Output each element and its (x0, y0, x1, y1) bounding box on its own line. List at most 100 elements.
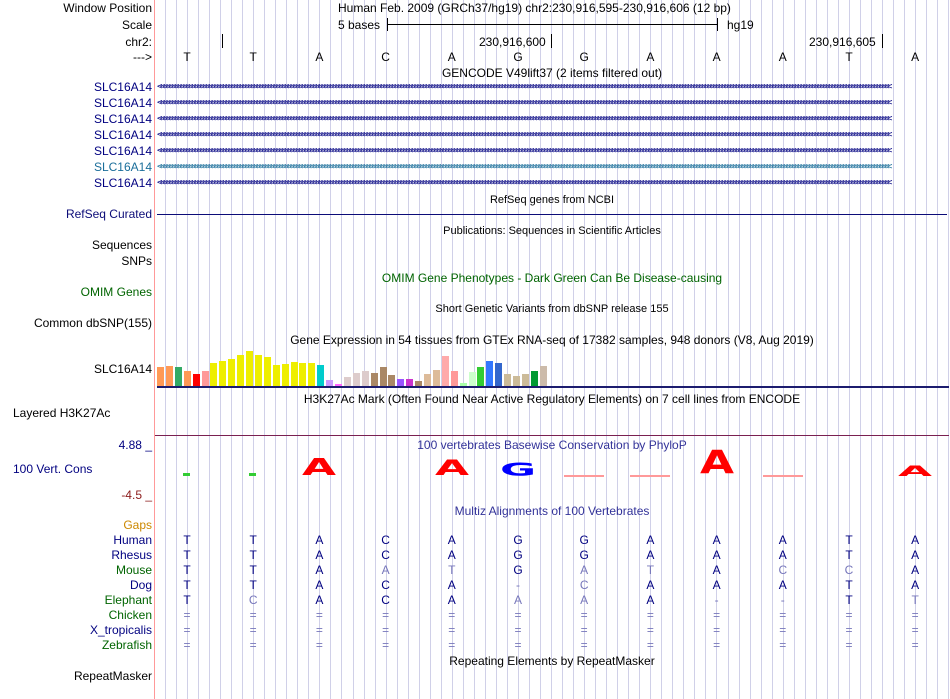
refseq-track-label[interactable]: RefSeq Curated (65, 207, 152, 221)
gtex-tissue-bar[interactable] (335, 384, 342, 387)
gtex-tissue-bar[interactable] (424, 374, 431, 387)
multiz-species-label[interactable]: Rhesus (111, 548, 152, 562)
gtex-tissue-bar[interactable] (441, 356, 449, 387)
multiz-aligned-base: = (713, 638, 721, 652)
gtex-tissue-bar[interactable] (486, 361, 494, 387)
gtex-tissue-bar[interactable] (326, 380, 334, 387)
multiz-aligned-base: A (315, 533, 324, 547)
omim-track-label[interactable]: OMIM Genes (80, 285, 152, 299)
multiz-species-label[interactable]: Elephant (104, 593, 152, 607)
multiz-species-label[interactable]: Mouse (115, 563, 152, 577)
gtex-tissue-bar[interactable] (379, 367, 387, 387)
grid-line (540, 0, 541, 699)
gtex-tissue-bar[interactable] (317, 365, 325, 387)
gencode-transcript-arrows[interactable]: <<<<<<<<<<<<<<<<<<<<<<<<<<<<<<<<<<<<<<<<… (157, 146, 892, 156)
gtex-expression-bars[interactable] (157, 345, 557, 387)
phylop-logo-letter: G (499, 460, 537, 481)
gtex-tissue-bar[interactable] (415, 381, 423, 387)
phylop-logo-letter: A (699, 446, 734, 483)
publications-sequences-label[interactable]: Sequences (91, 238, 152, 252)
grid-line (308, 0, 309, 699)
gencode-transcript-arrows[interactable]: <<<<<<<<<<<<<<<<<<<<<<<<<<<<<<<<<<<<<<<<… (157, 162, 892, 172)
multiz-aligned-base: G (579, 533, 589, 547)
gtex-tissue-bar[interactable] (192, 374, 200, 387)
gtex-tissue-bar[interactable] (504, 374, 512, 387)
multiz-species-label[interactable]: Human (113, 533, 152, 547)
gencode-item-label[interactable]: SLC16A14 (93, 144, 152, 158)
gtex-tissue-bar[interactable] (513, 376, 520, 387)
gencode-transcript-arrows[interactable]: <<<<<<<<<<<<<<<<<<<<<<<<<<<<<<<<<<<<<<<<… (157, 82, 892, 92)
gtex-tissue-bar[interactable] (219, 361, 227, 387)
gtex-tissue-bar[interactable] (406, 379, 414, 387)
gtex-tissue-bar[interactable] (459, 383, 467, 387)
assembly-name: hg19 (727, 18, 754, 32)
scale-bar-right-tick (717, 18, 718, 31)
gtex-tissue-bar[interactable] (210, 363, 218, 387)
gencode-item-label[interactable]: SLC16A14 (93, 128, 152, 142)
multiz-aligned-base: = (315, 623, 323, 637)
multiz-species-label[interactable]: Zebrafish (101, 638, 152, 652)
grid-line (772, 0, 773, 699)
gtex-track-label[interactable]: SLC16A14 (93, 362, 152, 376)
phylop-track-label[interactable]: 100 Vert. Cons (13, 462, 93, 476)
dbsnp-track-label[interactable]: Common dbSNP(155) (33, 316, 152, 330)
gencode-item-label[interactable]: SLC16A14 (93, 160, 152, 174)
grid-line (375, 0, 376, 699)
gtex-tissue-bar[interactable] (370, 373, 378, 387)
gtex-tissue-bar[interactable] (165, 366, 173, 387)
gtex-tissue-bar[interactable] (246, 351, 253, 387)
gtex-tissue-bar[interactable] (521, 374, 529, 387)
gencode-transcript-arrows[interactable]: <<<<<<<<<<<<<<<<<<<<<<<<<<<<<<<<<<<<<<<<… (157, 114, 892, 124)
multiz-species-label[interactable]: X_tropicalis (89, 623, 152, 637)
multiz-gaps-label[interactable]: Gaps (123, 518, 152, 532)
gtex-tissue-bar[interactable] (388, 375, 396, 387)
gtex-tissue-bar[interactable] (263, 357, 271, 387)
ruler-tick-start (222, 34, 223, 48)
multiz-species-label[interactable]: Chicken (108, 608, 152, 622)
gencode-item-label[interactable]: SLC16A14 (93, 176, 152, 190)
gtex-tissue-bar[interactable] (157, 367, 164, 387)
multiz-aligned-base: T (448, 563, 456, 577)
gtex-tissue-bar[interactable] (539, 366, 547, 387)
gtex-tissue-bar[interactable] (299, 363, 307, 387)
grid-line (639, 0, 640, 699)
gtex-tissue-bar[interactable] (530, 371, 538, 387)
publications-snps-label[interactable]: SNPs (121, 254, 152, 268)
gtex-tissue-bar[interactable] (308, 363, 316, 387)
multiz-species-label[interactable]: Dog (129, 578, 152, 592)
gencode-transcript-arrows[interactable]: <<<<<<<<<<<<<<<<<<<<<<<<<<<<<<<<<<<<<<<<… (157, 98, 892, 108)
gtex-tissue-bar[interactable] (432, 370, 440, 387)
multiz-aligned-base: = (183, 623, 191, 637)
gencode-item-label[interactable]: SLC16A14 (93, 112, 152, 126)
gencode-transcript-arrows[interactable]: <<<<<<<<<<<<<<<<<<<<<<<<<<<<<<<<<<<<<<<<… (157, 178, 892, 188)
h3k27ac-track-label[interactable]: Layered H3K27Ac (13, 406, 111, 420)
multiz-aligned-base: T (183, 563, 191, 577)
gtex-tissue-bar[interactable] (352, 373, 360, 387)
gtex-tissue-bar[interactable] (468, 372, 476, 387)
multiz-aligned-base: C (778, 563, 788, 577)
repeatmasker-track-label[interactable]: RepeatMasker (73, 669, 152, 683)
gtex-tissue-bar[interactable] (272, 365, 280, 387)
gtex-tissue-bar[interactable] (201, 371, 209, 387)
gtex-tissue-bar[interactable] (290, 362, 298, 387)
multiz-aligned-base: T (249, 578, 257, 592)
gtex-tissue-bar[interactable] (228, 359, 236, 387)
gtex-tissue-bar[interactable] (183, 371, 191, 387)
gtex-tissue-bar[interactable] (450, 371, 458, 387)
gencode-item-label[interactable]: SLC16A14 (93, 80, 152, 94)
multiz-aligned-base: T (183, 578, 191, 592)
multiz-aligned-base: C (381, 593, 390, 607)
gtex-tissue-bar[interactable] (254, 355, 262, 387)
gencode-transcript-arrows[interactable]: <<<<<<<<<<<<<<<<<<<<<<<<<<<<<<<<<<<<<<<<… (157, 130, 892, 140)
gtex-tissue-bar[interactable] (174, 367, 182, 387)
gtex-tissue-bar[interactable] (477, 367, 485, 387)
gtex-tissue-bar[interactable] (397, 379, 405, 387)
gtex-tissue-bar[interactable] (237, 355, 245, 387)
gtex-tissue-bar[interactable] (281, 364, 289, 387)
gencode-item-label[interactable]: SLC16A14 (93, 96, 152, 110)
refseq-gene-line[interactable] (157, 214, 947, 215)
gtex-tissue-bar[interactable] (343, 377, 351, 387)
multiz-aligned-base: C (381, 533, 390, 547)
gtex-tissue-bar[interactable] (361, 371, 369, 387)
gtex-tissue-bar[interactable] (495, 363, 503, 387)
